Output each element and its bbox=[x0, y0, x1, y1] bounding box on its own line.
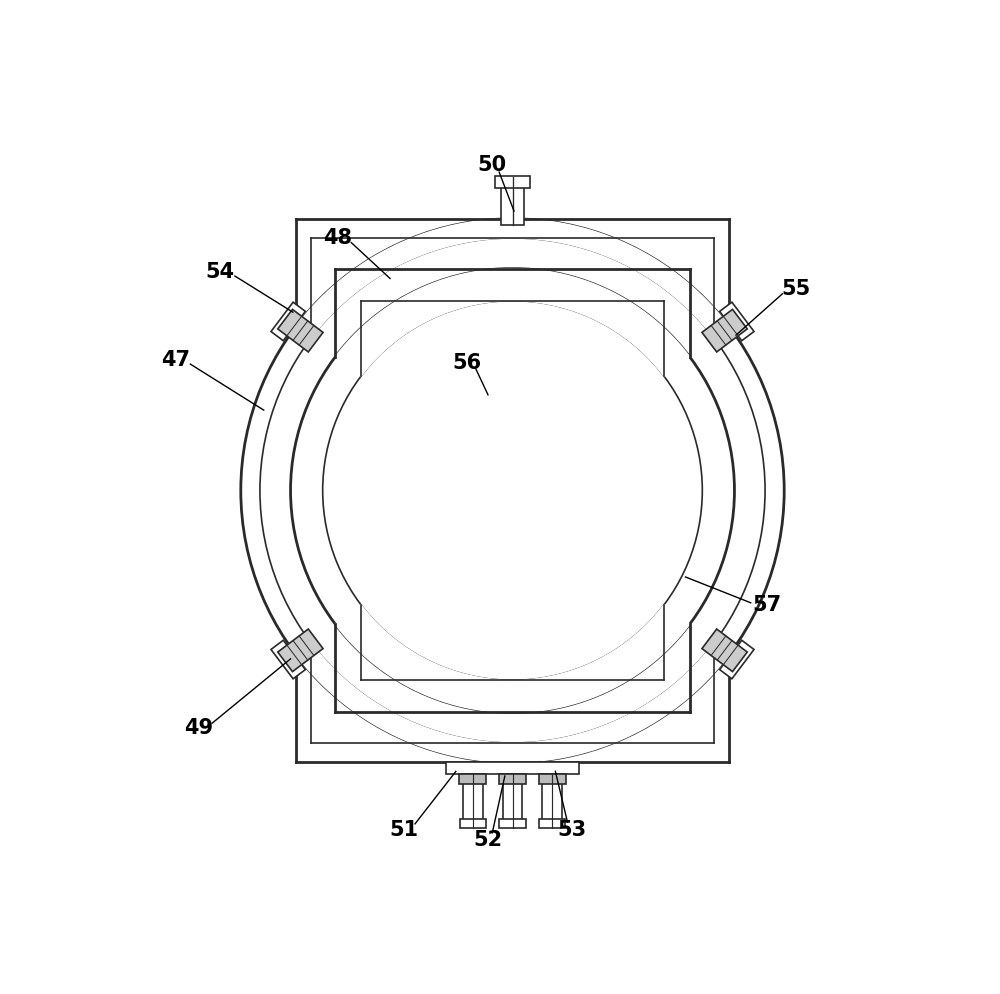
Text: 49: 49 bbox=[184, 718, 213, 738]
Text: 52: 52 bbox=[473, 830, 503, 850]
Text: 51: 51 bbox=[389, 819, 418, 840]
Polygon shape bbox=[278, 629, 323, 672]
Polygon shape bbox=[335, 268, 690, 377]
Bar bbox=[503, 774, 522, 820]
Text: 57: 57 bbox=[752, 595, 781, 615]
Polygon shape bbox=[296, 219, 729, 339]
Bar bbox=[499, 819, 526, 828]
Polygon shape bbox=[335, 604, 690, 713]
Text: 55: 55 bbox=[781, 279, 810, 299]
Circle shape bbox=[237, 215, 788, 766]
Bar bbox=[539, 774, 566, 783]
Bar bbox=[539, 819, 565, 828]
Polygon shape bbox=[702, 309, 747, 352]
Text: 48: 48 bbox=[323, 228, 352, 248]
Bar bbox=[542, 774, 562, 820]
Circle shape bbox=[323, 301, 702, 680]
Text: 47: 47 bbox=[161, 350, 190, 371]
Bar bbox=[459, 774, 486, 783]
Bar bbox=[501, 183, 524, 225]
Polygon shape bbox=[278, 309, 323, 352]
Polygon shape bbox=[296, 642, 729, 762]
Polygon shape bbox=[720, 640, 754, 679]
Polygon shape bbox=[271, 302, 305, 341]
Polygon shape bbox=[702, 629, 747, 672]
Bar bbox=[495, 176, 530, 188]
Bar bbox=[501, 183, 524, 225]
Bar bbox=[460, 819, 486, 828]
Bar bbox=[499, 774, 526, 783]
Text: 53: 53 bbox=[558, 819, 587, 840]
Polygon shape bbox=[720, 302, 754, 341]
Bar bbox=[446, 762, 579, 774]
Text: 50: 50 bbox=[477, 155, 506, 175]
Text: 56: 56 bbox=[452, 353, 481, 373]
Text: 54: 54 bbox=[206, 262, 235, 282]
Bar bbox=[463, 774, 483, 820]
Polygon shape bbox=[271, 640, 305, 679]
